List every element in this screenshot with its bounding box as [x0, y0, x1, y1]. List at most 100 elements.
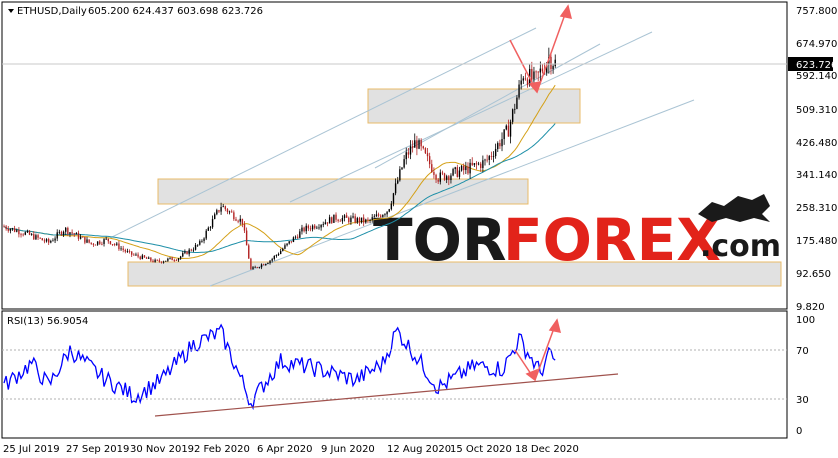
- candle-bear: [480, 163, 482, 168]
- price-tick: 92.650: [796, 269, 831, 280]
- candle-bull: [382, 214, 384, 217]
- logo-text-tor: TOR: [373, 206, 507, 274]
- candle-bear: [73, 233, 75, 235]
- candle-bear: [224, 206, 227, 210]
- price-axis: 757.800 674.970 592.140 509.310 426.480 …: [796, 6, 837, 313]
- candle-bear: [437, 179, 439, 182]
- candle-bear: [250, 258, 252, 270]
- candle-bull: [188, 249, 190, 255]
- candle-bull: [299, 231, 301, 238]
- candle-bear: [173, 260, 175, 261]
- candle-bear: [248, 245, 250, 259]
- candle-bull: [445, 176, 448, 180]
- logo-text-com: .com: [700, 229, 781, 264]
- candles-layer: [3, 47, 556, 270]
- candle-bear: [139, 256, 141, 260]
- rsi-arrow-up-head: [548, 318, 562, 333]
- candle-bear: [380, 215, 382, 217]
- date-tick: 25 Jul 2019: [3, 444, 60, 455]
- candle-bear: [441, 172, 444, 174]
- candle-bull: [203, 238, 205, 241]
- candle-bull: [271, 258, 273, 261]
- candle-bull: [492, 156, 495, 157]
- candle-bull: [418, 140, 420, 149]
- rsi-tick: 0: [796, 426, 802, 437]
- candle-bull: [439, 172, 442, 182]
- candle-bear: [426, 153, 429, 157]
- candle-bull: [282, 248, 284, 251]
- candle-bull: [375, 214, 378, 217]
- candle-bear: [428, 156, 431, 165]
- candle-bull: [465, 166, 467, 171]
- candle-bear: [307, 225, 310, 229]
- lower-support-zone: [127, 261, 782, 287]
- candle-bear: [290, 241, 293, 243]
- date-tick: 18 Dec 2020: [515, 444, 579, 455]
- candle-bull: [26, 231, 29, 233]
- date-tick: 27 Sep 2019: [66, 444, 129, 455]
- candle-bull: [503, 129, 505, 140]
- candle-bull: [365, 219, 367, 223]
- candle-bull: [199, 241, 201, 245]
- candle-bull: [458, 170, 461, 177]
- candle-bull: [388, 209, 390, 212]
- candle-bull: [258, 267, 261, 269]
- rsi-tick: 30: [796, 395, 809, 406]
- candle-bear: [303, 227, 305, 232]
- candle-bull: [279, 250, 282, 254]
- candle-bear: [256, 267, 258, 268]
- candle-bull: [371, 217, 373, 220]
- candle-bull: [62, 231, 65, 235]
- date-tick: 30 Nov 2019: [130, 444, 194, 455]
- candle-bear: [150, 257, 152, 261]
- date-axis: 25 Jul 2019 27 Sep 2019 30 Nov 2019 2 Fe…: [3, 444, 579, 455]
- candle-bear: [22, 234, 24, 236]
- candle-bull: [392, 193, 395, 204]
- candle-bear: [118, 243, 120, 250]
- candle-bull: [275, 254, 278, 256]
- candle-bull: [482, 160, 484, 168]
- candle-bull: [167, 258, 169, 261]
- candle-bull: [148, 257, 150, 259]
- candle-bear: [245, 230, 248, 246]
- candle-bear: [422, 146, 424, 149]
- candle-bull: [403, 159, 405, 168]
- rsi-layer: [3, 323, 556, 411]
- candle-bull: [75, 232, 78, 235]
- candle-bull: [328, 217, 331, 224]
- price-tick: 426.480: [796, 138, 837, 149]
- candle-bear: [243, 224, 246, 231]
- candle-bull: [324, 222, 327, 225]
- candle-bull: [11, 228, 14, 230]
- candle-bear: [175, 260, 178, 262]
- candle-bull: [277, 253, 280, 255]
- candle-bull: [16, 230, 18, 232]
- candle-bull: [414, 140, 416, 148]
- candle-bull: [369, 219, 371, 221]
- channel-line-2: [209, 99, 695, 287]
- current-price-box: [788, 57, 833, 71]
- candle-bear: [107, 238, 109, 242]
- rsi-arrow-down-head: [525, 368, 539, 382]
- candle-bull: [341, 217, 344, 222]
- candle-bear: [231, 211, 233, 213]
- candle-bull: [311, 225, 314, 230]
- candle-bear: [448, 176, 450, 181]
- date-tick: 6 Apr 2020: [257, 444, 312, 455]
- candle-bull: [292, 237, 295, 243]
- candle-bear: [124, 249, 127, 252]
- candle-bull: [397, 180, 399, 184]
- price-tick: 509.310: [796, 105, 837, 116]
- candle-bear: [109, 241, 112, 245]
- candle-bear: [297, 236, 299, 238]
- candle-bull: [454, 167, 456, 170]
- price-tick: 341.140: [796, 170, 837, 181]
- rsi-label: RSI(13) 56.9054: [7, 316, 88, 327]
- candle-bull: [65, 227, 67, 232]
- candle-bull: [520, 80, 522, 85]
- candle-bull: [316, 227, 318, 229]
- candle-bull: [518, 84, 520, 98]
- candle-bull: [222, 206, 224, 208]
- candle-bear: [13, 228, 16, 232]
